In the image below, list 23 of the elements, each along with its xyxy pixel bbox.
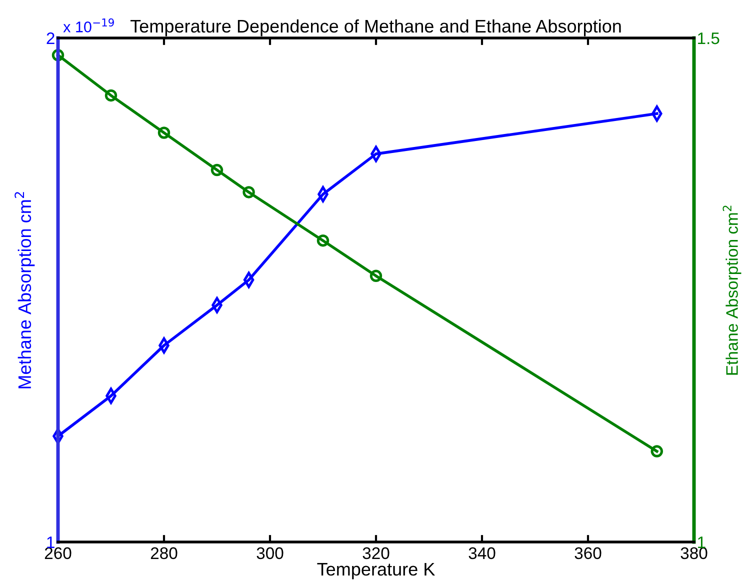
point xyxy=(650,445,664,458)
chart-title: Temperature Dependence of Methane and Ethane Absorption xyxy=(130,19,621,36)
x-tick-label: 300 xyxy=(256,547,284,560)
x-tick-label: 360 xyxy=(574,547,602,560)
y2-tick-label: 1 xyxy=(698,536,706,548)
y2-axis-title: Ethane Absorption cm$^{2}$ xyxy=(722,206,742,375)
x-tick-label: 380 xyxy=(680,547,708,560)
point xyxy=(210,164,224,176)
y-tick-label: 2 xyxy=(46,32,54,44)
x-tick-label: 320 xyxy=(362,547,390,560)
x-tick-label: 280 xyxy=(150,547,178,560)
point xyxy=(104,89,118,102)
point xyxy=(316,234,330,247)
y-axis-title: Methane Absorption cm$^{2}$ xyxy=(14,192,35,388)
x-tick-label: 340 xyxy=(468,547,496,560)
point xyxy=(242,186,255,198)
y2-tick-label: 1.5 xyxy=(698,32,720,44)
x-axis-title: Temperature K xyxy=(317,563,436,580)
point xyxy=(52,49,64,62)
x-tick-label: 260 xyxy=(44,547,72,560)
text: x 10$^{−19}$ xyxy=(63,18,114,32)
point xyxy=(370,270,382,282)
point xyxy=(158,126,170,139)
